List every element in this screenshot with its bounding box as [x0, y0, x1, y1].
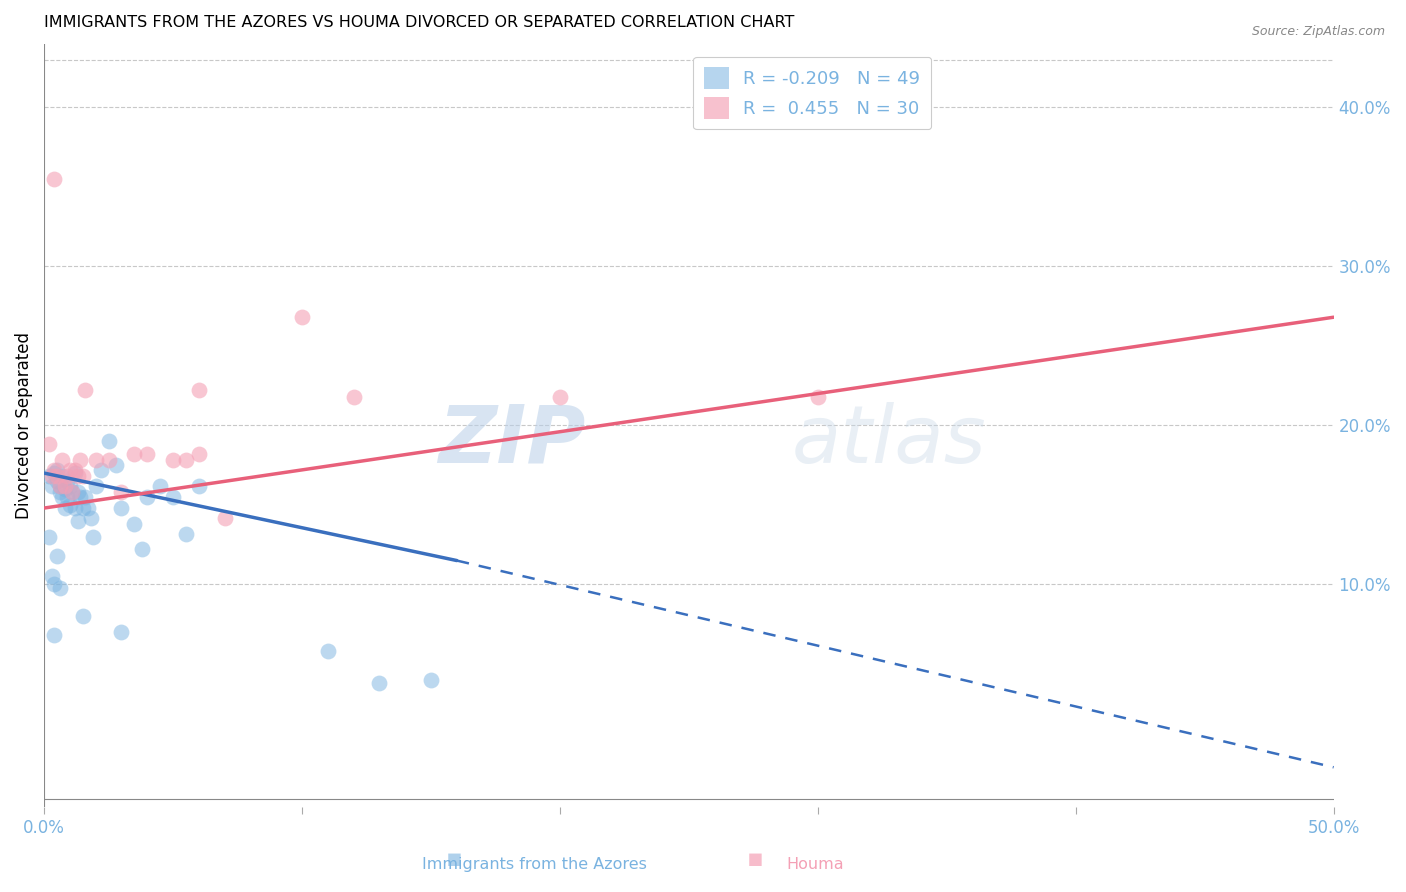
Point — [59, 479, 82, 493]
Point — [51, 453, 73, 467]
Point — [44, 628, 66, 642]
Point — [187, 384, 209, 398]
Point — [90, 463, 112, 477]
Text: ▪: ▪ — [747, 847, 763, 871]
Point — [291, 310, 314, 325]
Point — [59, 463, 82, 477]
Point — [38, 530, 60, 544]
Point — [131, 542, 153, 557]
Point — [62, 485, 84, 500]
Point — [66, 485, 89, 500]
Point — [72, 609, 94, 624]
Point — [56, 490, 79, 504]
Point — [59, 498, 82, 512]
Point — [69, 490, 91, 504]
Point — [124, 516, 146, 531]
Point — [548, 390, 571, 404]
Point — [136, 447, 159, 461]
Point — [44, 466, 66, 480]
Point — [110, 625, 132, 640]
Point — [97, 453, 120, 467]
Legend: R = -0.209   N = 49, R =  0.455   N = 30: R = -0.209 N = 49, R = 0.455 N = 30 — [693, 56, 931, 129]
Point — [79, 510, 101, 524]
Point — [51, 490, 73, 504]
Point — [77, 501, 100, 516]
Point — [38, 437, 60, 451]
Text: ZIP: ZIP — [439, 401, 586, 480]
Point — [75, 384, 97, 398]
Point — [368, 676, 391, 690]
Point — [48, 479, 70, 493]
Point — [342, 390, 364, 404]
Point — [63, 463, 86, 477]
Point — [53, 501, 76, 516]
Point — [69, 453, 91, 467]
Text: Houma: Houma — [787, 857, 844, 872]
Point — [149, 479, 172, 493]
Point — [53, 482, 76, 496]
Text: IMMIGRANTS FROM THE AZORES VS HOUMA DIVORCED OR SEPARATED CORRELATION CHART: IMMIGRANTS FROM THE AZORES VS HOUMA DIVO… — [44, 15, 794, 30]
Point — [72, 501, 94, 516]
Point — [214, 510, 236, 524]
Point — [136, 490, 159, 504]
Point — [46, 469, 69, 483]
Point — [162, 490, 184, 504]
Point — [420, 673, 443, 687]
Point — [53, 479, 76, 493]
Point — [56, 469, 79, 483]
Point — [44, 172, 66, 186]
Point — [56, 474, 79, 488]
Point — [41, 469, 63, 483]
Point — [187, 447, 209, 461]
Point — [51, 469, 73, 483]
Point — [187, 479, 209, 493]
Point — [110, 485, 132, 500]
Point — [84, 479, 107, 493]
Point — [46, 474, 69, 488]
Point — [46, 549, 69, 563]
Text: Source: ZipAtlas.com: Source: ZipAtlas.com — [1251, 25, 1385, 38]
Point — [66, 469, 89, 483]
Point — [110, 501, 132, 516]
Point — [48, 581, 70, 595]
Text: atlas: atlas — [792, 401, 987, 480]
Point — [162, 453, 184, 467]
Point — [63, 501, 86, 516]
Point — [48, 479, 70, 493]
Point — [44, 577, 66, 591]
Point — [63, 466, 86, 480]
Point — [72, 469, 94, 483]
Point — [44, 463, 66, 477]
Point — [82, 530, 104, 544]
Point — [174, 526, 197, 541]
Point — [41, 479, 63, 493]
Point — [75, 490, 97, 504]
Point — [84, 453, 107, 467]
Y-axis label: Divorced or Separated: Divorced or Separated — [15, 332, 32, 519]
Text: Immigrants from the Azores: Immigrants from the Azores — [422, 857, 647, 872]
Point — [105, 458, 128, 472]
Point — [316, 644, 339, 658]
Point — [48, 485, 70, 500]
Point — [38, 469, 60, 483]
Point — [62, 485, 84, 500]
Point — [807, 390, 830, 404]
Point — [97, 434, 120, 449]
Point — [41, 569, 63, 583]
Point — [124, 447, 146, 461]
Text: ▪: ▪ — [446, 847, 463, 871]
Point — [66, 514, 89, 528]
Point — [46, 463, 69, 477]
Point — [174, 453, 197, 467]
